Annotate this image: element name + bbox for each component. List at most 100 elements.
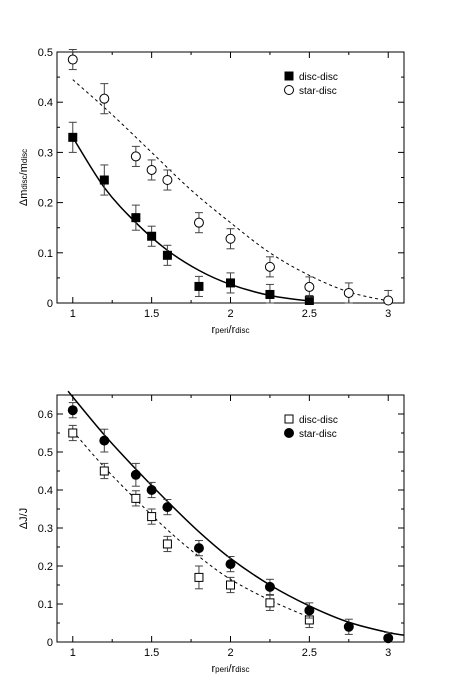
y-tick-label: 0 [47, 637, 53, 649]
data-point [194, 281, 204, 291]
fit-curve-star-disc [72, 79, 389, 302]
plot-frame [56, 394, 405, 643]
label-part-main: Δm [18, 190, 30, 207]
data-point [131, 493, 141, 503]
x-tick-label: 1.5 [144, 647, 159, 659]
y-tick-label: 0.5 [38, 47, 53, 59]
data-point [162, 539, 172, 549]
data-point [265, 598, 275, 608]
data-point [383, 633, 394, 644]
data-point [131, 213, 141, 223]
data-point [193, 543, 204, 554]
data-point [226, 580, 235, 590]
y-tick-label: 0.1 [38, 599, 53, 611]
label-part-sub1: peri [215, 326, 229, 335]
data-point [343, 287, 354, 298]
x-tick-label: 1.5 [144, 308, 159, 320]
series-star-disc [67, 402, 394, 644]
x-tick-label: 2 [227, 647, 233, 659]
legend-label: star-disc [299, 86, 337, 97]
data-point [146, 485, 157, 495]
y-tick-label: 0 [47, 298, 53, 310]
x-tick-label: 2.5 [302, 308, 317, 320]
y-tick-label: 0.5 [38, 447, 53, 459]
y-tick-label: 0.2 [38, 198, 53, 210]
data-point [67, 405, 78, 416]
y-tick-label: 0.6 [38, 409, 53, 421]
series-disc-disc [68, 424, 314, 629]
x-tick-label: 2.5 [302, 647, 317, 659]
y-tick-label: 0.4 [38, 485, 53, 497]
x-tick-label: 1 [70, 308, 76, 320]
series-star-disc [67, 48, 394, 306]
data-point [383, 295, 394, 306]
y-tick-label: 0.3 [38, 523, 53, 535]
plot-frame [56, 51, 405, 304]
legend-marker [284, 71, 294, 81]
data-point [194, 572, 204, 582]
label-part-main: r [212, 324, 216, 336]
data-point [225, 233, 236, 244]
data-point [265, 289, 275, 299]
data-point [130, 151, 141, 162]
data-point [162, 502, 173, 513]
label-part-sub2: disc [20, 149, 29, 163]
x-tick-label: 1 [70, 647, 76, 659]
data-point [130, 469, 141, 480]
data-point [68, 428, 78, 438]
data-point [193, 217, 204, 228]
data-point [226, 278, 235, 288]
data-point [99, 93, 110, 104]
data-point [304, 295, 314, 305]
data-point [225, 559, 236, 570]
x-tick-label: 3 [385, 647, 391, 659]
y-axis-label: ΔJ/J [18, 508, 30, 529]
legend-label: disc-disc [299, 415, 338, 426]
x-tick-label: 2 [227, 308, 233, 320]
fit-curve-disc-disc [72, 430, 310, 618]
data-point [99, 175, 109, 185]
label-part-mid: /r [229, 663, 236, 675]
label-part-sub2: disc [235, 326, 249, 335]
legend-label: star-disc [299, 429, 337, 440]
data-point [67, 54, 78, 65]
data-point [99, 466, 109, 476]
y-tick-label: 0.3 [38, 147, 53, 159]
x-axis-label: rperi/rdisc [212, 324, 250, 336]
legend: disc-disc star-disc [284, 414, 338, 440]
label-part-main: r [212, 663, 216, 675]
data-point [162, 175, 173, 186]
x-tick-label: 3 [385, 308, 391, 320]
fit-curve-star-disc [67, 390, 405, 636]
label-part-mid: /r [229, 324, 236, 336]
legend-marker [284, 428, 294, 438]
label-part-sub1: peri [215, 665, 229, 674]
data-point [68, 132, 78, 142]
data-point [162, 250, 172, 260]
data-point [343, 621, 354, 632]
legend-marker [284, 85, 294, 95]
data-point [147, 512, 157, 522]
data-point [99, 435, 110, 446]
data-point [304, 605, 315, 616]
label-part-main: ΔJ/J [18, 508, 30, 529]
chart-panel-1: 1 1.5 2 2.5 300.10.20.30.40.5rperi/rdiscΔmdi… [18, 47, 405, 336]
legend: disc-disc star-disc [284, 71, 338, 97]
label-part-sub2: disc [235, 665, 249, 674]
data-point [264, 581, 275, 592]
data-point [304, 281, 315, 292]
label-part-sub1: disc [20, 175, 29, 189]
y-tick-label: 0.1 [38, 248, 53, 260]
legend-label: disc-disc [299, 72, 338, 83]
y-axis-label: Δmdisc/mdisc [18, 149, 30, 206]
y-tick-label: 0.2 [38, 561, 53, 573]
chart-panel-2: 1 1.5 2 2.5 3 0 0.1 0.2 0.3 0.4 0.5 0.6 rperi/rdisc Δ… [18, 390, 405, 675]
x-axis-label: rperi/rdisc [212, 663, 250, 675]
data-point [147, 231, 157, 241]
label-part-mid: /m [18, 163, 30, 175]
data-point [146, 164, 157, 175]
y-tick-label: 0.4 [38, 97, 53, 109]
data-point [264, 261, 275, 272]
series-disc-disc [68, 121, 314, 305]
